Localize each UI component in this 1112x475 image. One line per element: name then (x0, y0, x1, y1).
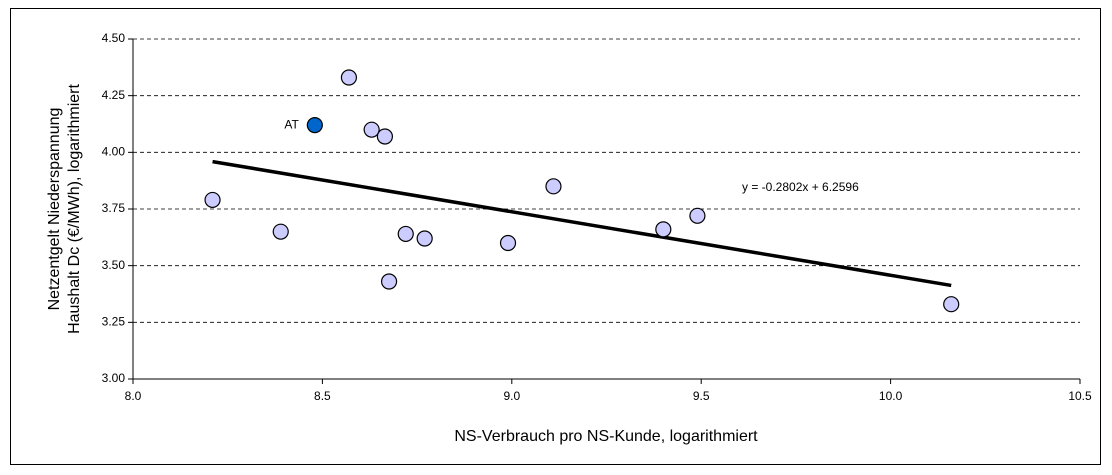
y-tick-label: 3.25 (102, 315, 126, 329)
trendline (212, 159, 952, 288)
y-tick-label: 3.50 (102, 258, 126, 272)
x-tick-label: 9.0 (503, 389, 520, 403)
y-tick-label: 4.25 (102, 88, 126, 102)
point (499, 234, 517, 252)
x-tick-label: 8.5 (314, 389, 331, 403)
x-tick-label: 10.0 (879, 389, 903, 403)
x-tick-label: 10.5 (1068, 389, 1092, 403)
x-tick-label: 9.5 (693, 389, 710, 403)
point (363, 121, 380, 138)
point (397, 225, 414, 243)
point (689, 207, 706, 224)
point (655, 221, 672, 238)
y-tick-label: 4.50 (102, 31, 126, 45)
y-axis-label: Netzentgelt Niederspannung (46, 108, 63, 311)
trendline-label: y = -0.2802x + 6.2596 (742, 180, 859, 194)
point (943, 296, 960, 313)
point (376, 128, 394, 145)
x-tick-label: 8.0 (125, 389, 142, 403)
point (272, 223, 289, 240)
point (416, 230, 433, 247)
point (340, 69, 358, 86)
point-label: AT (284, 117, 299, 131)
point (545, 178, 562, 195)
y-tick-label: 3.75 (102, 201, 126, 215)
point (380, 273, 398, 290)
chart-frame (10, 8, 1101, 465)
y-axis-label: Haushalt Dc (€/MWh), logarithmiert (66, 84, 83, 334)
highlight-point (306, 117, 323, 134)
y-tick-label: 3.00 (102, 371, 126, 385)
x-axis-label: NS-Verbrauch pro NS-Kunde, logarithmiert (454, 428, 758, 445)
point (204, 191, 221, 209)
y-tick-label: 4.00 (102, 145, 126, 159)
